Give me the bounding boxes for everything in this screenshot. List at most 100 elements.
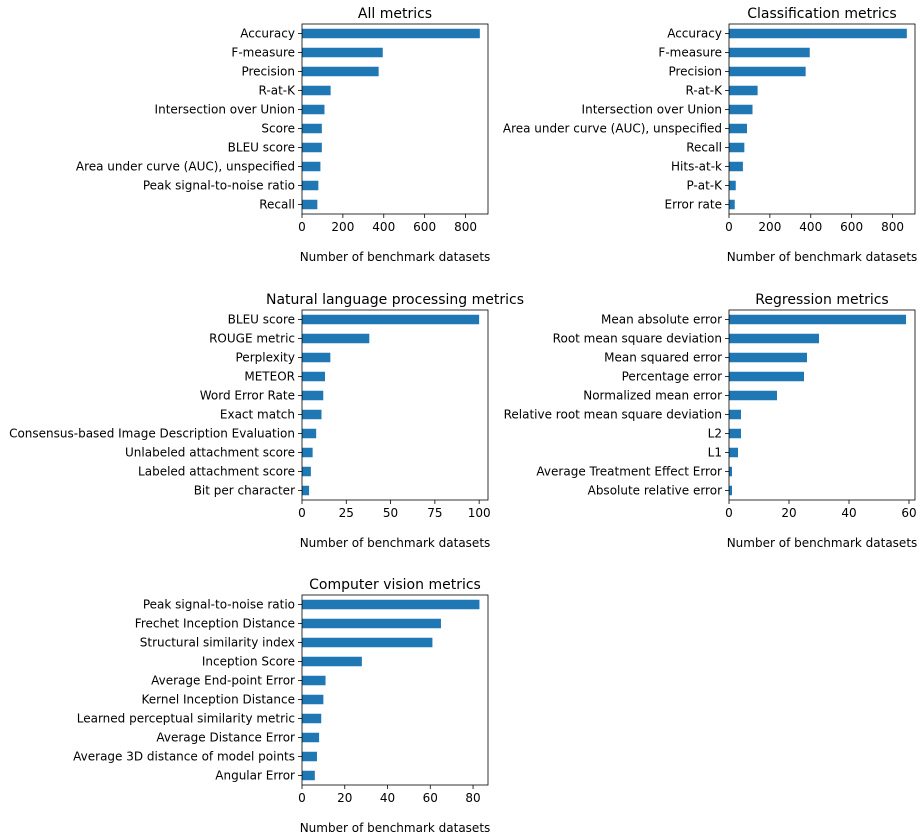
- bar: [302, 390, 324, 401]
- bar: [302, 675, 326, 686]
- category-label: BLEU score: [228, 141, 295, 155]
- category-label: BLEU score: [228, 313, 295, 327]
- category-label: Relative root mean square deviation: [504, 408, 722, 422]
- axes-frame: [301, 23, 489, 215]
- category-label: L1: [708, 446, 722, 460]
- category-label: ROUGE metric: [209, 332, 295, 346]
- x-tick-label: 400: [372, 220, 395, 234]
- x-tick-label: 40: [841, 506, 856, 520]
- chart-title: Computer vision metrics: [309, 577, 481, 593]
- x-tick-label: 60: [423, 791, 438, 805]
- bar: [302, 770, 315, 781]
- bar: [729, 485, 732, 496]
- x-axis-label: Number of benchmark datasets: [727, 536, 918, 550]
- bar: [729, 123, 747, 134]
- bar: [302, 466, 311, 477]
- category-label: Precision: [241, 65, 295, 79]
- x-tick-label: 0: [725, 220, 733, 234]
- x-axis-label: Number of benchmark datasets: [727, 250, 918, 264]
- category-label: Accuracy: [240, 27, 295, 41]
- category-label: Average Treatment Effect Error: [536, 465, 722, 479]
- x-tick-label: 200: [758, 220, 781, 234]
- bar: [302, 333, 370, 344]
- x-tick-label: 80: [465, 791, 480, 805]
- bar: [729, 390, 777, 401]
- category-label: Unlabeled attachment score: [125, 446, 295, 460]
- category-label: Hits-at-k: [671, 160, 722, 174]
- category-label: Angular Error: [215, 769, 295, 783]
- category-label: Normalized mean error: [583, 389, 722, 403]
- x-axis-label: Number of benchmark datasets: [300, 821, 491, 834]
- x-tick-label: 20: [781, 506, 796, 520]
- category-label: Consensus-based Image Description Evalua…: [9, 427, 295, 441]
- bar: [302, 199, 318, 210]
- category-label: Average Distance Error: [156, 731, 295, 745]
- category-label: Mean squared error: [604, 351, 722, 365]
- bar: [729, 47, 810, 58]
- bar: [729, 199, 735, 210]
- bar: [729, 180, 736, 191]
- bar: [302, 180, 319, 191]
- category-label: Kernel Inception Distance: [141, 693, 295, 707]
- chart-title: Natural language processing metrics: [266, 292, 524, 308]
- category-label: Mean absolute error: [601, 313, 722, 327]
- bar: [729, 409, 741, 420]
- bar: [729, 104, 753, 115]
- category-label: Exact match: [220, 408, 295, 422]
- chart-title: All metrics: [358, 6, 432, 22]
- category-label: Inception Score: [202, 655, 295, 669]
- x-tick-label: 25: [339, 506, 354, 520]
- bar: [302, 85, 331, 96]
- x-tick-label: 75: [427, 506, 442, 520]
- bar: [302, 142, 322, 153]
- chart-panel-3: Natural language processing metrics BLEU …: [9, 292, 524, 550]
- category-label: Peak signal-to-noise ratio: [143, 598, 295, 612]
- category-label: R-at-K: [686, 84, 724, 98]
- category-label: R-at-K: [259, 84, 297, 98]
- category-label: Absolute relative error: [588, 484, 722, 498]
- x-tick-label: 20: [337, 791, 352, 805]
- bar: [302, 47, 383, 58]
- category-label: Error rate: [665, 198, 722, 212]
- x-tick-label: 200: [331, 220, 354, 234]
- x-tick-label: 600: [413, 220, 436, 234]
- bar: [302, 371, 326, 382]
- axes-frame: [301, 309, 489, 501]
- bar: [729, 28, 907, 39]
- bar: [729, 466, 732, 477]
- bar: [302, 656, 362, 667]
- bar: [302, 618, 441, 629]
- bar: [302, 485, 310, 496]
- bar: [729, 142, 745, 153]
- bar: [729, 371, 804, 382]
- category-label: F-measure: [231, 46, 295, 60]
- chart-panel-4: Regression metrics Mean absolute error Roo…: [504, 292, 918, 550]
- bar: [729, 314, 906, 325]
- category-label: Bit per character: [194, 484, 295, 498]
- chart-title: Regression metrics: [755, 292, 888, 308]
- bar: [302, 694, 324, 705]
- chart-title: Classification metrics: [747, 6, 896, 22]
- category-label: Score: [261, 122, 295, 136]
- category-label: Intersection over Union: [155, 103, 295, 117]
- category-label: Recall: [259, 198, 295, 212]
- axes-frame: [301, 594, 489, 786]
- category-label: Peak signal-to-noise ratio: [143, 179, 295, 193]
- category-label: METEOR: [244, 370, 295, 384]
- x-tick-label: 40: [380, 791, 395, 805]
- category-label: Percentage error: [622, 370, 722, 384]
- category-label: Average 3D distance of model points: [73, 750, 295, 764]
- bar: [302, 637, 433, 648]
- category-label: Word Error Rate: [200, 389, 295, 403]
- chart-panel-2: Classification metrics Accuracy F-measure P…: [503, 6, 917, 264]
- bar: [729, 428, 741, 439]
- category-label: Area under curve (AUC), unspecified: [76, 160, 295, 174]
- category-label: Precision: [668, 65, 722, 79]
- category-label: Perplexity: [236, 351, 296, 365]
- bar: [729, 161, 743, 172]
- category-label: F-measure: [658, 46, 722, 60]
- x-tick-label: 800: [881, 220, 904, 234]
- chart-panel-5: Computer vision metrics Peak signal-to-no…: [73, 577, 490, 834]
- x-tick-label: 400: [799, 220, 822, 234]
